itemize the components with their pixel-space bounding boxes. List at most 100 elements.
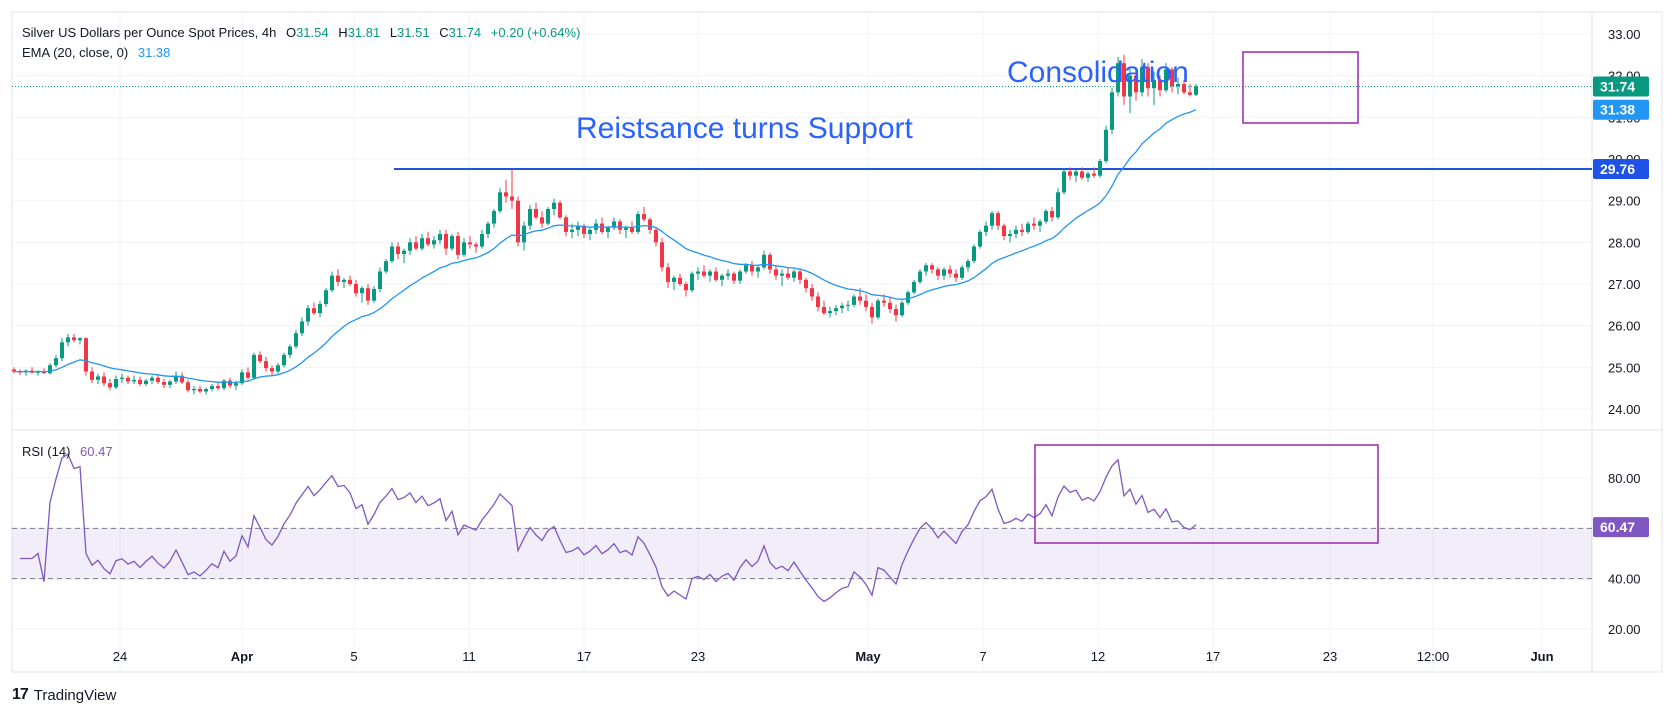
candle-body	[402, 250, 406, 254]
candle-body	[978, 231, 982, 247]
candle-body	[324, 290, 328, 304]
candle-body	[858, 296, 862, 301]
candle-body	[66, 337, 70, 343]
candle-body	[606, 227, 610, 232]
candle-body	[774, 269, 778, 276]
candle-body	[222, 380, 226, 389]
candle-body	[1020, 229, 1024, 232]
candle-body	[390, 246, 394, 262]
candle-body	[1188, 92, 1192, 95]
candle-body	[738, 271, 742, 281]
candle-body	[150, 377, 154, 381]
level-badge	[1593, 159, 1649, 179]
candle-body	[192, 389, 196, 391]
ohlc-high: H31.81	[338, 25, 381, 40]
candle-body	[162, 381, 166, 385]
candle-body	[714, 271, 718, 280]
candle-body	[690, 273, 694, 291]
ema-label[interactable]: EMA (20, close, 0)	[22, 45, 129, 60]
rsi-badge	[1593, 517, 1649, 538]
candle-body	[1104, 129, 1108, 162]
candle-body	[1068, 171, 1072, 176]
candle-body	[912, 281, 916, 293]
candle-body	[432, 240, 436, 245]
time-axis[interactable]: 24 Apr 5 11 17 23 May 7 12 17 23 12:00 Jun	[113, 649, 1554, 664]
candle-body	[468, 242, 472, 245]
candle-body	[564, 217, 568, 232]
candle-body	[1152, 79, 1156, 89]
tradingview-brand[interactable]: 17 TradingView	[12, 686, 116, 704]
candle-body	[816, 296, 820, 307]
rsi-legend[interactable]: RSI (14) 60.47	[22, 444, 119, 459]
candle-body	[492, 211, 496, 224]
time-tick-label: 5	[350, 649, 357, 664]
price-tick-label: 25.00	[1608, 360, 1641, 375]
candle-body	[1062, 171, 1066, 193]
candle-body	[498, 192, 502, 212]
time-tick-label: 23	[691, 649, 705, 664]
candle-body	[1092, 173, 1096, 176]
rsi-annotation-box[interactable]	[1034, 444, 1379, 544]
candle-body	[750, 265, 754, 272]
candle-body	[420, 238, 424, 249]
time-tick-label: 24	[113, 649, 127, 664]
candle-body	[372, 289, 376, 301]
resistance-label[interactable]: Reistsance turns Support	[576, 112, 914, 145]
rsi-band	[12, 528, 1592, 579]
candle-body	[702, 271, 706, 276]
candle-body	[558, 202, 562, 218]
candle-body	[240, 372, 244, 384]
candle-body	[450, 236, 454, 249]
candle-body	[942, 269, 946, 276]
candle-body	[900, 302, 904, 316]
candle-body	[300, 321, 304, 334]
candle-body	[840, 305, 844, 309]
rsi-label[interactable]: RSI (14)	[22, 444, 71, 459]
candle-body	[972, 246, 976, 262]
candle-body	[744, 265, 748, 272]
candle-body	[246, 372, 250, 378]
candle-body	[732, 273, 736, 281]
rsi-tick-label: 20.00	[1608, 622, 1641, 637]
candle-body	[312, 308, 316, 314]
candle-body	[1170, 69, 1174, 87]
candle-body	[642, 214, 646, 220]
candle-body	[96, 376, 100, 380]
price-legend[interactable]: Silver US Dollars per Ounce Spot Prices,…	[22, 25, 586, 40]
ema-legend[interactable]: EMA (20, close, 0) 31.38	[22, 45, 176, 60]
candle-body	[966, 261, 970, 268]
ema-badge-text: 31.38	[1600, 102, 1635, 118]
candle-body	[810, 288, 814, 297]
candle-body	[630, 227, 634, 232]
candle-body	[168, 381, 172, 385]
candle-body	[60, 342, 64, 359]
candle-body	[660, 242, 664, 268]
candle-body	[864, 300, 868, 307]
candle-body	[180, 375, 184, 383]
candle-body	[294, 333, 298, 347]
candle-body	[786, 273, 790, 278]
candle-body	[720, 275, 724, 280]
candle-body	[264, 361, 268, 369]
candle-body	[48, 365, 52, 374]
candle-body	[756, 267, 760, 272]
candle-body	[1050, 211, 1054, 218]
ohlc-change: +0.20 (+0.64%)	[490, 25, 581, 40]
candle-body	[252, 354, 256, 378]
brand-name: TradingView	[33, 686, 117, 704]
symbol-title[interactable]: Silver US Dollars per Ounce Spot Prices,…	[22, 25, 277, 40]
candle-body	[708, 271, 712, 276]
candle-body	[1056, 192, 1060, 218]
candle-body	[792, 271, 796, 278]
consolidation-label[interactable]: Consolidation	[1007, 56, 1189, 89]
candle-body	[666, 267, 670, 282]
candle-body	[120, 377, 124, 379]
candle-body	[1146, 67, 1150, 89]
candle-body	[828, 311, 832, 314]
candle-body	[906, 292, 910, 303]
ohlc-low: L31.51	[389, 25, 430, 40]
consolidation-box[interactable]	[1242, 51, 1359, 124]
candle-body	[534, 209, 538, 218]
candle-body	[114, 379, 118, 388]
